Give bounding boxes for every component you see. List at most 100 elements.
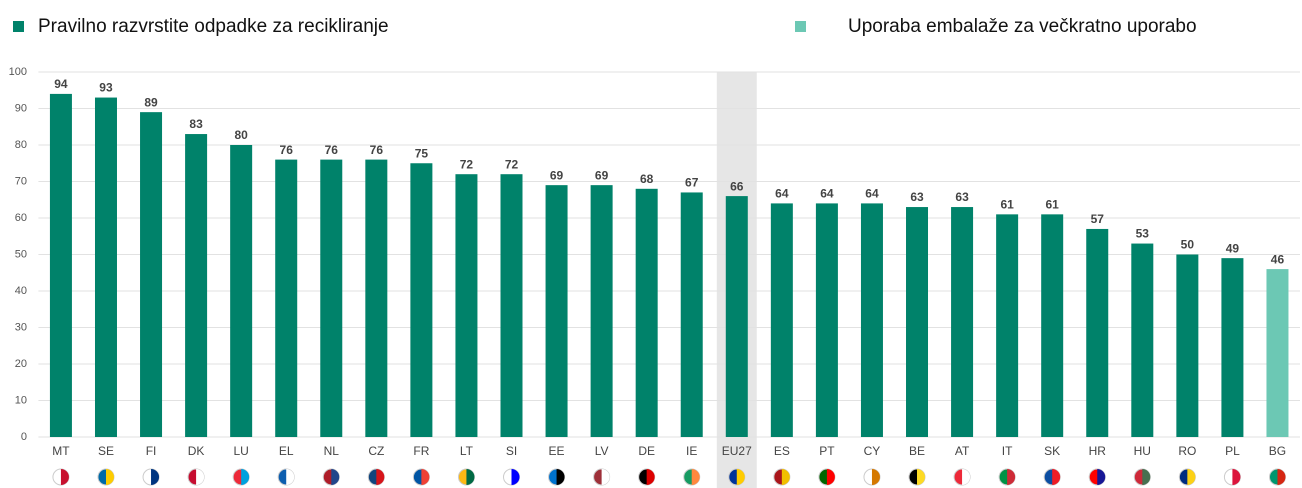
x-tick-label: CY — [864, 444, 881, 458]
x-tick-label: SI — [506, 444, 517, 458]
flag — [1142, 469, 1151, 485]
flag — [286, 469, 295, 485]
data-label: 53 — [1136, 227, 1150, 241]
data-label: 61 — [1000, 198, 1014, 212]
data-label: 93 — [99, 81, 113, 95]
data-label: 83 — [189, 117, 203, 131]
data-label: 76 — [325, 143, 339, 157]
x-tick-label: EE — [549, 444, 565, 458]
flag — [376, 469, 385, 485]
flag — [1007, 469, 1016, 485]
x-tick-label: BG — [1269, 444, 1286, 458]
data-label: 69 — [550, 168, 564, 182]
data-label: 76 — [280, 143, 294, 157]
bar — [680, 192, 703, 437]
flag — [826, 469, 835, 485]
x-tick-label: MT — [52, 444, 70, 458]
legend-swatch — [795, 21, 806, 32]
flag — [331, 469, 340, 485]
bar — [906, 207, 929, 437]
flag — [196, 469, 205, 485]
bar — [455, 174, 478, 437]
bar — [1041, 214, 1064, 437]
data-label: 63 — [955, 190, 969, 204]
bar — [410, 163, 433, 437]
data-label: 61 — [1046, 198, 1060, 212]
x-tick-label: NL — [324, 444, 340, 458]
bar — [635, 188, 658, 437]
bar — [951, 207, 974, 437]
y-tick-label: 40 — [15, 285, 27, 297]
bar — [320, 159, 343, 437]
legend-label: Pravilno razvrstite odpadke za reciklira… — [38, 16, 389, 37]
x-tick-label: EU27 — [722, 444, 752, 458]
legend-swatch — [13, 21, 24, 32]
flag — [871, 469, 880, 485]
flag — [1187, 469, 1196, 485]
bar — [185, 134, 208, 438]
x-tick-label: IT — [1002, 444, 1013, 458]
flag — [105, 469, 114, 485]
bar — [1131, 243, 1154, 437]
data-label: 68 — [640, 172, 654, 186]
x-tick-label: HU — [1134, 444, 1151, 458]
x-tick-label: DE — [638, 444, 655, 458]
bar — [545, 185, 568, 437]
data-label: 72 — [460, 157, 474, 171]
x-tick-label: DK — [188, 444, 205, 458]
data-label: 63 — [910, 190, 924, 204]
y-tick-label: 0 — [21, 431, 27, 443]
flag — [781, 469, 790, 485]
flag — [1277, 469, 1286, 485]
x-tick-label: PT — [819, 444, 835, 458]
x-tick-label: SK — [1044, 444, 1060, 458]
bar — [1266, 269, 1289, 437]
bar — [49, 93, 72, 438]
data-label: 75 — [415, 146, 429, 160]
bar — [815, 203, 838, 437]
y-tick-label: 30 — [15, 321, 27, 333]
x-tick-label: SE — [98, 444, 114, 458]
bar — [94, 97, 117, 438]
x-tick-label: LT — [460, 444, 474, 458]
data-label: 50 — [1181, 238, 1195, 252]
x-tick-label: ES — [774, 444, 790, 458]
data-label: 49 — [1226, 241, 1240, 255]
y-tick-label: 20 — [15, 358, 27, 370]
flag — [60, 469, 69, 485]
bar — [996, 214, 1019, 437]
data-label: 72 — [505, 157, 519, 171]
bar — [230, 145, 253, 437]
x-tick-label: FR — [413, 444, 429, 458]
data-label: 64 — [865, 187, 879, 201]
y-tick-label: 100 — [9, 66, 27, 78]
flag — [1052, 469, 1061, 485]
y-tick-label: 70 — [15, 175, 27, 187]
x-tick-label: EL — [279, 444, 294, 458]
bar — [1176, 254, 1199, 437]
bar — [860, 203, 883, 437]
legend-label: Uporaba embalaže za večkratno uporabo — [848, 16, 1197, 37]
x-tick-label: LV — [595, 444, 609, 458]
flag — [241, 469, 250, 485]
data-label: 64 — [820, 187, 834, 201]
data-label: 94 — [54, 77, 68, 91]
flag — [466, 469, 475, 485]
bar — [365, 159, 388, 437]
data-label: 89 — [144, 95, 158, 109]
x-tick-label: IE — [686, 444, 697, 458]
bar — [275, 159, 298, 437]
y-tick-label: 90 — [15, 102, 27, 114]
flag — [151, 469, 160, 485]
y-tick-label: 10 — [15, 394, 27, 406]
flag — [917, 469, 926, 485]
data-label: 69 — [595, 168, 609, 182]
bar — [725, 196, 748, 437]
flag — [736, 469, 745, 485]
data-label: 76 — [370, 143, 384, 157]
flag — [556, 469, 565, 485]
flag — [962, 469, 971, 485]
data-label: 64 — [775, 187, 789, 201]
flag — [691, 469, 700, 485]
